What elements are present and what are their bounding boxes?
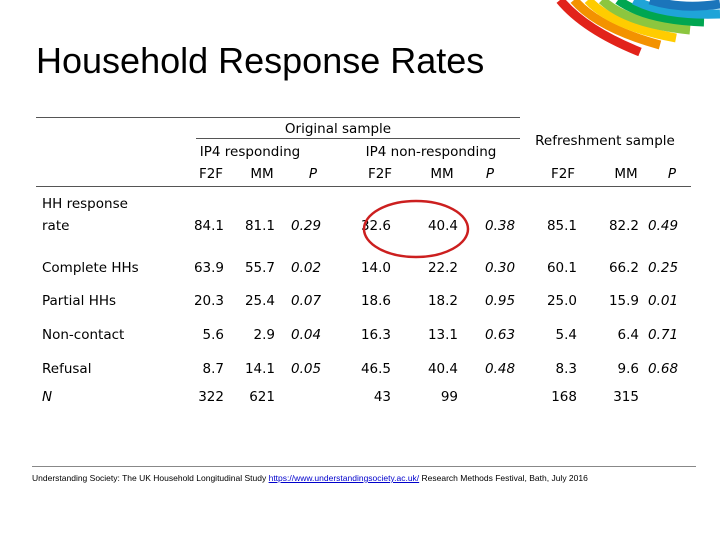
column-header: P xyxy=(308,166,318,182)
table-cell: 22.2 xyxy=(427,260,458,276)
table-cell: 0.95 xyxy=(485,293,516,309)
column-header: MM xyxy=(614,166,638,182)
table-cell: 0.63 xyxy=(485,327,516,343)
column-header: MM xyxy=(250,166,274,182)
table-cell: 40.4 xyxy=(427,361,458,377)
table-cell: 84.1 xyxy=(193,218,224,234)
table-cell: 0.48 xyxy=(485,361,516,377)
arc-7 xyxy=(648,0,720,11)
table-cell: 55.7 xyxy=(244,260,275,276)
table-cell: 8.3 xyxy=(555,361,577,377)
page-title: Household Response Rates xyxy=(36,40,485,81)
row-label-complete-hhs: Complete HHs xyxy=(42,260,139,276)
table-cell: 0.38 xyxy=(485,218,516,234)
arc-4 xyxy=(598,0,691,35)
table-cell: 32.6 xyxy=(360,218,391,234)
table-cell: 9.6 xyxy=(617,361,639,377)
table-top-rule xyxy=(36,117,520,118)
table-cell: 14.0 xyxy=(360,260,391,276)
table-cell: 40.4 xyxy=(427,218,458,234)
arc-3 xyxy=(584,0,677,43)
header-bottom-rule xyxy=(36,186,691,187)
row-label-non-contact: Non-contact xyxy=(42,327,125,343)
column-header: F2F xyxy=(367,166,393,182)
decorative-arcs xyxy=(556,0,720,57)
table-cell: 0.30 xyxy=(485,260,516,276)
table-cell: 5.4 xyxy=(555,327,577,343)
table-cell: 43 xyxy=(373,389,391,405)
table-cell: 66.2 xyxy=(608,260,639,276)
row-label-hh-response-line1: HH response xyxy=(42,196,128,212)
table-cell: 5.6 xyxy=(202,327,224,343)
table-cell: 621 xyxy=(249,389,275,405)
table-cell: 63.9 xyxy=(193,260,224,276)
footer: Understanding Society: The UK Household … xyxy=(32,473,588,483)
table-cell: 8.7 xyxy=(202,361,224,377)
table-cell: 0.07 xyxy=(291,293,322,309)
table-cell: 0.01 xyxy=(648,293,679,309)
column-header: MM xyxy=(430,166,454,182)
row-label-hh-response-line2: rate xyxy=(42,218,70,234)
table-cell: 13.1 xyxy=(427,327,458,343)
table-cell: 14.1 xyxy=(244,361,275,377)
table-cell: 16.3 xyxy=(360,327,391,343)
table-cell: 82.2 xyxy=(608,218,639,234)
table-cell: 0.29 xyxy=(291,218,322,234)
table-cell: 0.05 xyxy=(291,361,322,377)
arc-5 xyxy=(615,0,705,27)
table-cell: 6.4 xyxy=(617,327,639,343)
table-cell: 25.4 xyxy=(244,293,275,309)
table-cell: 15.9 xyxy=(608,293,639,309)
refreshment-top-rule xyxy=(532,117,692,118)
table-cell: 99 xyxy=(440,389,458,405)
column-header: F2F xyxy=(550,166,576,182)
footer-text: Understanding Society: The UK Household … xyxy=(32,473,267,483)
footer-event: Research Methods Festival, Bath, July 20… xyxy=(421,473,588,483)
ip4-responding-header: IP4 responding xyxy=(199,144,301,160)
row-label-n: N xyxy=(42,389,53,405)
footer-rule xyxy=(32,466,696,467)
table-cell: 2.9 xyxy=(253,327,275,343)
table-cell: 0.02 xyxy=(291,260,322,276)
original-sample-header: Original sample xyxy=(284,121,392,137)
footer-link[interactable]: https://www.understandingsociety.ac.uk/ xyxy=(268,473,420,483)
table-cell: 25.0 xyxy=(546,293,577,309)
arc-1 xyxy=(556,0,642,57)
table-cell: 168 xyxy=(551,389,577,405)
table-cell: 18.6 xyxy=(360,293,391,309)
table-cell: 85.1 xyxy=(546,218,577,234)
row-label-refusal: Refusal xyxy=(42,361,92,377)
refreshment-sample-header: Refreshment sample xyxy=(535,133,675,149)
table-cell: 46.5 xyxy=(360,361,391,377)
arc-2 xyxy=(570,0,662,50)
table-cell: 0.49 xyxy=(648,218,679,234)
ip4-non-responding-header: IP4 non-responding xyxy=(365,144,497,160)
row-label-partial-hhs: Partial HHs xyxy=(42,293,117,309)
arc-6 xyxy=(631,0,720,19)
table-cell: 20.3 xyxy=(193,293,224,309)
table-cell: 0.25 xyxy=(648,260,679,276)
table-cell: 0.04 xyxy=(291,327,322,343)
original-sample-rule xyxy=(196,138,520,139)
table-cell: 81.1 xyxy=(244,218,275,234)
table-cell: 18.2 xyxy=(427,293,458,309)
table-cell: 60.1 xyxy=(546,260,577,276)
column-header: P xyxy=(485,166,495,182)
table-cell: 322 xyxy=(198,389,224,405)
column-header: P xyxy=(667,166,677,182)
table-cell: 0.68 xyxy=(648,361,679,377)
column-header: F2F xyxy=(198,166,224,182)
table-cell: 315 xyxy=(613,389,639,405)
table-cell: 0.71 xyxy=(648,327,679,343)
